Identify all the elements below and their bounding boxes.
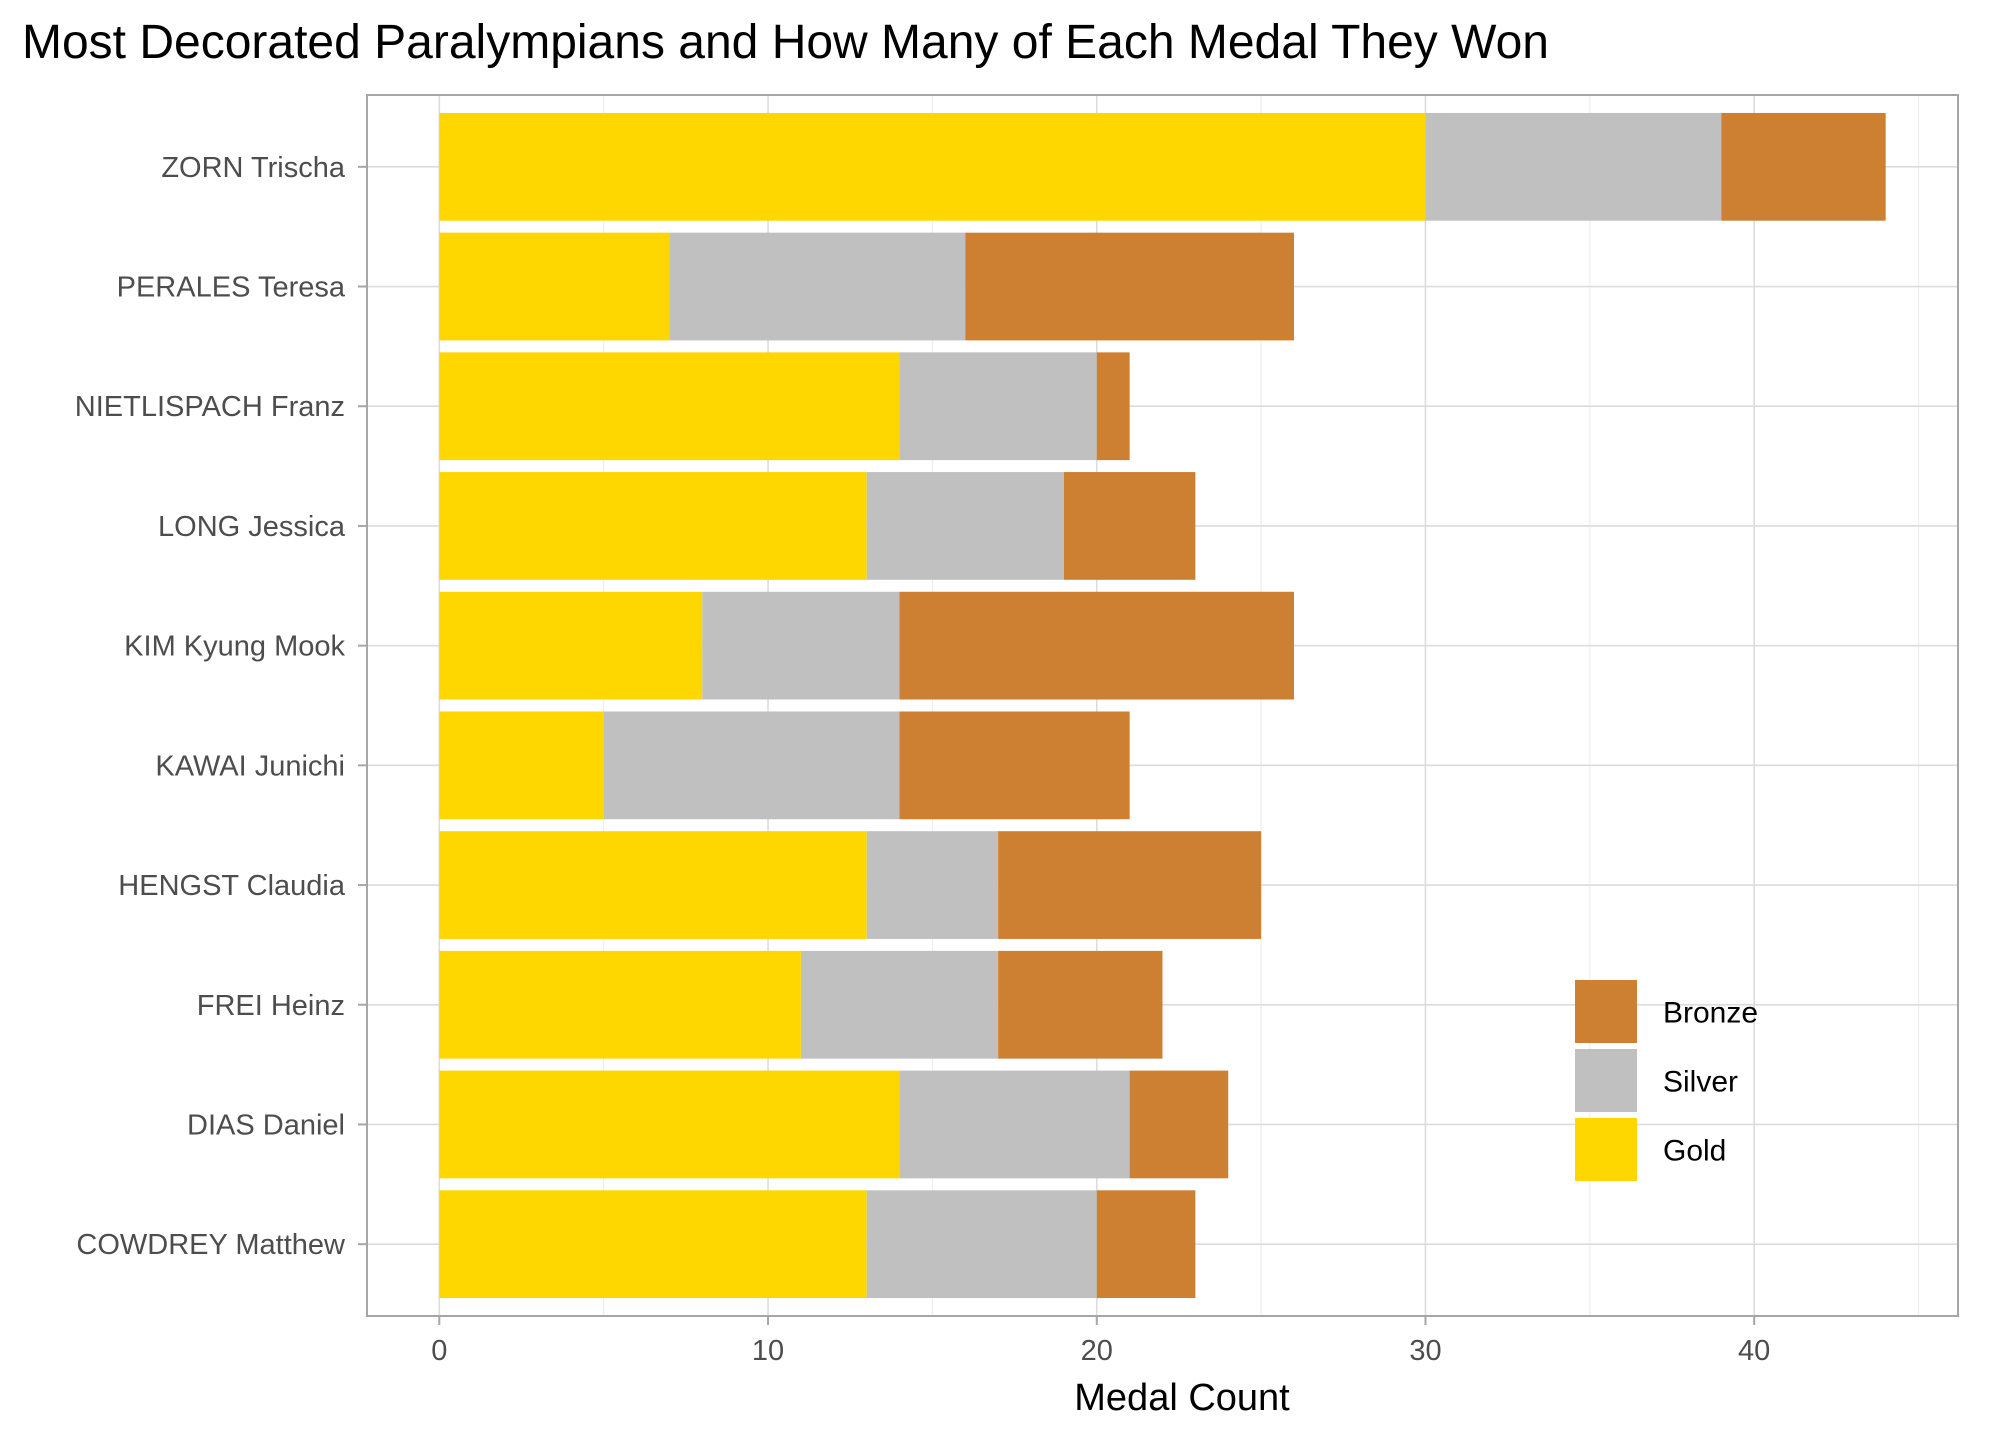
legend-label-gold: Gold — [1663, 1135, 1726, 1168]
y-tick-label: COWDREY Matthew — [76, 1229, 346, 1261]
legend: Bronze Silver Gold — [1575, 980, 1758, 1181]
y-tick-label: PERALES Teresa — [117, 272, 346, 304]
bar-silver-frei-heinz — [800, 950, 999, 1059]
y-tick-label: ZORN Trischa — [161, 152, 346, 184]
bar-bronze-long-jessica — [1063, 472, 1196, 580]
bar-silver-perales-teresa — [669, 232, 966, 341]
legend-label-silver: Silver — [1663, 1066, 1738, 1099]
bar-silver-zorn-trischa — [1425, 112, 1722, 221]
bar-bronze-nietlispach-franz — [1096, 352, 1130, 461]
x-tick-label: 40 — [1738, 1335, 1770, 1367]
legend-key-silver — [1575, 1049, 1637, 1112]
x-axis: 0 10 20 30 40 — [431, 1316, 1770, 1367]
bar-bronze-zorn-trischa — [1721, 112, 1886, 221]
plot-panel-border — [366, 94, 1959, 1317]
bar-bronze-perales-teresa — [965, 232, 1294, 341]
bar-gold-perales-teresa — [439, 232, 670, 341]
chart-title: Most Decorated Paralympians and How Many… — [22, 16, 1549, 69]
bars — [439, 112, 1886, 1299]
bar-silver-kim-kyung-mook — [702, 591, 900, 700]
y-tick-label: DIAS Daniel — [187, 1109, 345, 1141]
bar-gold-nietlispach-franz — [439, 352, 900, 461]
bar-gold-hengst-claudia — [439, 831, 867, 939]
x-tick-label: 0 — [431, 1335, 447, 1367]
legend-label-bronze: Bronze — [1663, 997, 1758, 1030]
legend-key-bronze — [1575, 980, 1637, 1043]
bar-bronze-dias-daniel — [1129, 1070, 1229, 1179]
x-tick-label: 30 — [1409, 1335, 1441, 1367]
bar-bronze-kim-kyung-mook — [899, 591, 1294, 700]
bar-silver-long-jessica — [866, 472, 1064, 580]
bar-gold-frei-heinz — [439, 950, 801, 1059]
y-tick-label: LONG Jessica — [158, 511, 346, 543]
bar-gold-dias-daniel — [439, 1070, 900, 1179]
y-tick-label: HENGST Claudia — [118, 870, 346, 902]
bar-gold-long-jessica — [439, 472, 867, 580]
bar-gold-cowdrey-matthew — [439, 1190, 867, 1299]
x-axis-title: Medal Count — [1074, 1377, 1290, 1419]
y-tick-label: KIM Kyung Mook — [124, 631, 345, 663]
bar-gold-zorn-trischa — [439, 112, 1426, 221]
y-tick-label: NIETLISPACH Franz — [75, 391, 345, 423]
bar-silver-dias-daniel — [899, 1070, 1130, 1179]
bar-bronze-kawai-junichi — [899, 711, 1130, 820]
x-tick-label: 20 — [1081, 1335, 1113, 1367]
x-tick-label: 10 — [752, 1335, 784, 1367]
bar-silver-cowdrey-matthew — [866, 1190, 1097, 1299]
bar-bronze-hengst-claudia — [998, 831, 1262, 939]
legend-key-gold — [1575, 1118, 1637, 1181]
bar-gold-kawai-junichi — [439, 711, 604, 820]
y-tick-label: KAWAI Junichi — [155, 750, 345, 782]
bar-bronze-cowdrey-matthew — [1096, 1190, 1196, 1299]
bar-bronze-frei-heinz — [998, 950, 1163, 1059]
bar-gold-kim-kyung-mook — [439, 591, 703, 700]
y-axis: ZORN Trischa PERALES Teresa NIETLISPACH Fr… — [75, 152, 367, 1261]
bar-silver-hengst-claudia — [866, 831, 999, 939]
y-tick-label: FREI Heinz — [197, 990, 345, 1022]
bar-silver-kawai-junichi — [603, 711, 900, 820]
bar-silver-nietlispach-franz — [899, 352, 1097, 461]
